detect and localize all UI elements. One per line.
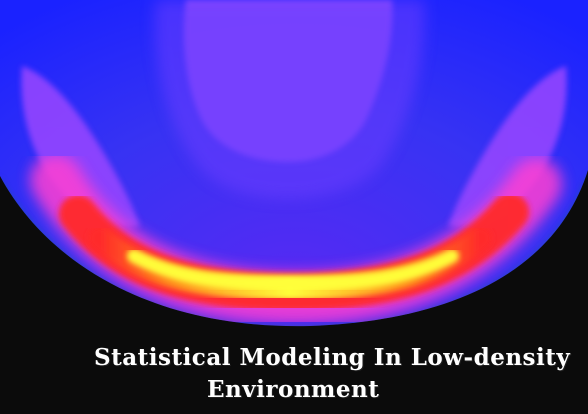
right-lobe: [448, 66, 567, 227]
title-caption: Statistical Modeling In Low-density Envi…: [0, 340, 588, 414]
left-lobe: [21, 66, 141, 227]
title-line-1: Statistical Modeling In Low-density: [94, 344, 571, 371]
title-line-2: Environment: [207, 376, 380, 403]
central-halo: [154, 0, 425, 199]
yellow-core: [127, 249, 459, 292]
